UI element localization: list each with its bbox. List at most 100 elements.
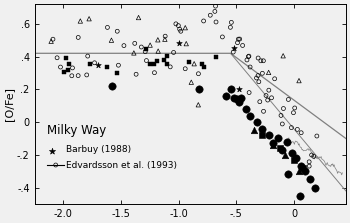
Point (280, 122, 285, 126)
Point (219, 35, 225, 39)
Point (296, 169, 301, 173)
Point (142, 50, 148, 54)
Point (196, 72, 201, 76)
Point (228, 26, 233, 29)
Point (173, 22, 179, 26)
Point (290, 111, 296, 114)
Point (266, 88, 272, 92)
Point (104, 66, 110, 69)
Point (307, 178, 313, 181)
Point (261, 59, 266, 63)
Point (147, 43, 153, 47)
Point (234, 97, 239, 101)
Point (162, 34, 168, 38)
Y-axis label: [O/Fe]: [O/Fe] (4, 87, 14, 121)
Point (87, 62, 92, 66)
Point (282, 153, 288, 157)
Point (238, 96, 244, 99)
Point (171, 51, 176, 54)
Point (186, 61, 192, 64)
Point (229, 21, 234, 24)
Point (281, 107, 286, 110)
Point (63, 56, 69, 60)
Point (176, 24, 181, 27)
Point (199, 63, 205, 66)
Point (254, 76, 259, 80)
Point (182, 67, 188, 70)
Point (255, 74, 261, 77)
Point (164, 54, 170, 58)
Point (50, 37, 56, 41)
Point (228, 88, 234, 91)
Point (212, 10, 218, 13)
Point (277, 147, 283, 150)
Point (257, 100, 262, 103)
Point (116, 64, 121, 67)
Point (196, 103, 201, 107)
Point (258, 59, 264, 63)
Point (167, 65, 173, 69)
Point (48, 39, 54, 43)
Point (299, 131, 304, 134)
Point (162, 37, 168, 41)
Point (296, 79, 302, 83)
Point (244, 58, 250, 62)
Point (69, 74, 75, 78)
Point (115, 71, 120, 74)
Point (131, 51, 136, 55)
Point (237, 37, 243, 41)
Point (75, 74, 81, 77)
Point (309, 153, 314, 157)
Point (230, 50, 236, 54)
Point (256, 80, 262, 84)
Point (213, 4, 218, 8)
Point (108, 38, 114, 42)
Point (297, 194, 302, 198)
Point (147, 62, 153, 66)
Point (285, 173, 291, 176)
Point (306, 160, 312, 164)
Point (243, 107, 248, 111)
Point (311, 155, 316, 158)
Point (236, 37, 241, 41)
Point (256, 56, 261, 60)
Point (189, 81, 194, 84)
Point (76, 36, 81, 39)
Point (155, 49, 161, 53)
Text: Barbuy (1988): Barbuy (1988) (66, 145, 131, 153)
Point (139, 45, 144, 49)
Point (136, 16, 141, 19)
Point (208, 13, 213, 17)
Text: Edvardsson et al. (1993): Edvardsson et al. (1993) (66, 161, 177, 169)
Point (278, 114, 284, 117)
Point (70, 66, 75, 70)
Point (312, 186, 317, 189)
Point (54, 56, 60, 60)
Point (183, 42, 189, 45)
Point (164, 63, 169, 66)
Point (293, 156, 299, 160)
Point (191, 62, 197, 66)
Point (144, 47, 149, 50)
Point (132, 41, 138, 45)
Point (84, 73, 90, 77)
Point (231, 47, 237, 50)
Point (213, 56, 218, 59)
Point (247, 114, 253, 117)
Point (77, 19, 83, 23)
Point (65, 68, 70, 72)
Point (292, 106, 298, 110)
Point (155, 38, 161, 41)
Point (85, 54, 91, 58)
Point (202, 65, 207, 69)
Point (197, 88, 202, 91)
Point (86, 17, 92, 21)
Point (151, 62, 157, 66)
Point (298, 165, 304, 168)
Point (92, 61, 97, 64)
Point (223, 94, 228, 98)
Point (236, 88, 241, 91)
Point (289, 126, 294, 129)
Point (247, 65, 253, 69)
Point (261, 109, 266, 113)
